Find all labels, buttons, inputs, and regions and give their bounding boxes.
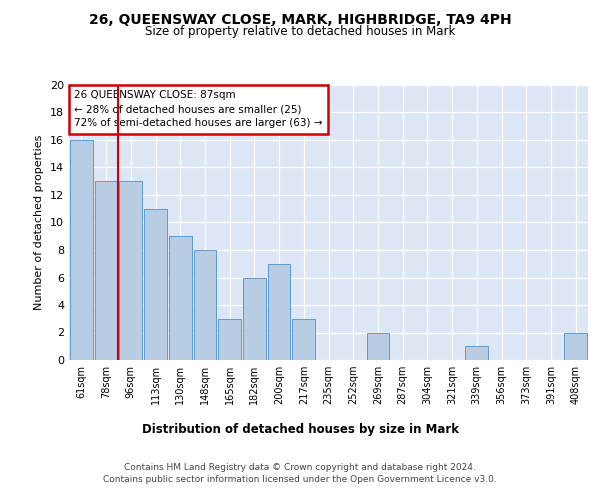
Bar xyxy=(367,332,389,360)
Bar xyxy=(144,209,167,360)
Text: 26 QUEENSWAY CLOSE: 87sqm
← 28% of detached houses are smaller (25)
72% of semi-: 26 QUEENSWAY CLOSE: 87sqm ← 28% of detac… xyxy=(74,90,323,128)
Bar xyxy=(218,319,241,360)
Bar xyxy=(564,332,587,360)
Y-axis label: Number of detached properties: Number of detached properties xyxy=(34,135,44,310)
Text: Distribution of detached houses by size in Mark: Distribution of detached houses by size … xyxy=(142,422,458,436)
Text: 26, QUEENSWAY CLOSE, MARK, HIGHBRIDGE, TA9 4PH: 26, QUEENSWAY CLOSE, MARK, HIGHBRIDGE, T… xyxy=(89,12,511,26)
Bar xyxy=(119,181,142,360)
Bar xyxy=(169,236,191,360)
Bar xyxy=(95,181,118,360)
Bar xyxy=(194,250,216,360)
Bar xyxy=(292,319,315,360)
Text: Size of property relative to detached houses in Mark: Size of property relative to detached ho… xyxy=(145,25,455,38)
Bar xyxy=(70,140,93,360)
Text: Contains public sector information licensed under the Open Government Licence v3: Contains public sector information licen… xyxy=(103,475,497,484)
Bar xyxy=(466,346,488,360)
Bar xyxy=(268,264,290,360)
Text: Contains HM Land Registry data © Crown copyright and database right 2024.: Contains HM Land Registry data © Crown c… xyxy=(124,462,476,471)
Bar xyxy=(243,278,266,360)
